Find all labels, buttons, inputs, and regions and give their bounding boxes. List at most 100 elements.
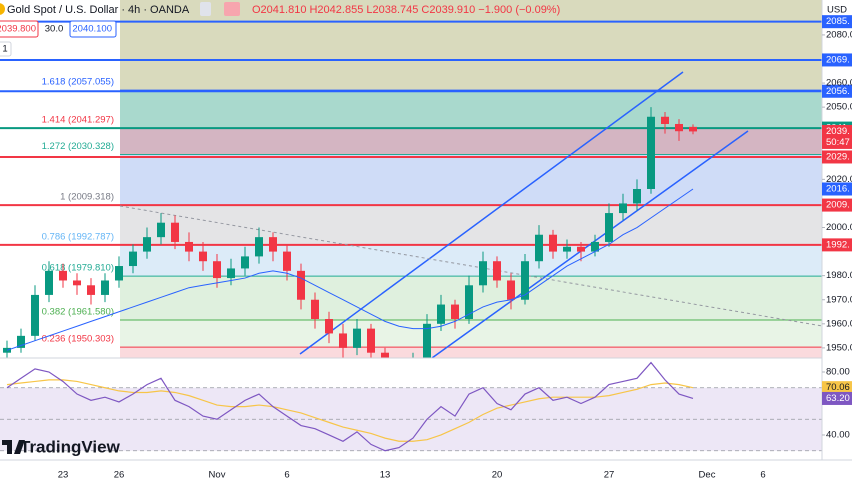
y-tick-label: 2000.0 (826, 222, 852, 233)
watermark: TradingView (2, 437, 121, 456)
rsi-tag (822, 381, 852, 395)
price-tag (822, 53, 852, 67)
price-tag-label: 2029. (826, 151, 850, 162)
rsi-tag (822, 391, 852, 405)
price-tag (822, 198, 852, 212)
candle-body (101, 280, 109, 295)
ma-tag-label: 2016. (826, 184, 850, 195)
candle-body (325, 318, 333, 334)
candle-body (339, 333, 347, 348)
candle-body (213, 261, 221, 279)
price-tag-label: 2069. (826, 54, 850, 65)
candle-body (437, 304, 445, 324)
fib-label: 1.618 (2057.055) (42, 77, 114, 88)
fib-zone (120, 347, 822, 358)
moving-average (6, 188, 694, 351)
channel-lower (431, 130, 749, 358)
candle-body (619, 203, 627, 214)
candle-body (675, 123, 683, 132)
candle-body (185, 241, 193, 252)
candle-body (31, 294, 39, 336)
y-tick-label: 1950.0 (826, 342, 852, 353)
price-tag-label: 2056. (826, 86, 850, 97)
candle-body (115, 266, 123, 281)
fib-zone (120, 320, 822, 348)
candle-body (353, 328, 361, 348)
indicator-toggle[interactable] (0, 41, 12, 57)
price-tag (822, 150, 852, 164)
drawings (119, 71, 822, 358)
candle-body (283, 251, 291, 271)
ask[interactable]: 2040.100 (72, 24, 112, 35)
y-tick-label: 2060.0 (826, 78, 852, 89)
x-tick-label: 6 (760, 470, 765, 481)
candle-body (269, 237, 277, 252)
axes: USD 2085.2069.2056.2041.2029.2009.1992.2… (58, 5, 852, 481)
candle-body (605, 213, 613, 242)
candle-body (535, 234, 543, 262)
last-price-tag (822, 124, 852, 149)
fib-label: 0.382 (1961.580) (42, 307, 114, 318)
channel-upper (299, 71, 684, 355)
ohlc: O2041.810 H2042.855 L2038.745 C2039.910 … (252, 4, 560, 16)
candle-body (647, 116, 655, 189)
candle-body (311, 299, 319, 319)
candle-body (633, 188, 641, 204)
candle-body (451, 304, 459, 319)
candle-body (45, 270, 53, 295)
symbol[interactable]: Gold Spot / U.S. Dollar · 4h · OANDA (7, 4, 190, 16)
candle-body (73, 280, 81, 286)
alert-button[interactable] (224, 2, 240, 16)
candle-body (423, 323, 431, 358)
x-tick-label: 13 (380, 470, 391, 481)
sell-box[interactable] (0, 20, 39, 38)
candle-body (521, 261, 529, 300)
ma-tag (822, 182, 852, 196)
eye-button[interactable] (200, 2, 211, 16)
fib-label: 0.618 (1979.810) (42, 263, 114, 274)
price-tag (822, 238, 852, 252)
price-tag-label: 1992. (826, 239, 850, 250)
fib-zone (120, 154, 822, 206)
buy-box[interactable] (69, 20, 117, 38)
fib-label: 1.272 (2030.328) (42, 141, 114, 152)
x-tick-label: 27 (604, 470, 615, 481)
x-tick-label: Nov (209, 470, 226, 481)
candle-body (157, 222, 165, 238)
rsi-tag-label: 63.20 (826, 393, 850, 404)
watermark-text: TradingView (20, 437, 121, 456)
x-tick-label: 26 (114, 470, 125, 481)
trend-line (119, 205, 822, 327)
price-tag-label: 2009. (826, 200, 850, 211)
fib-label: 0.236 (1950.303) (42, 334, 114, 345)
logo (2, 440, 25, 454)
indicator-count[interactable]: 1 (2, 44, 7, 55)
candle-body (87, 285, 95, 295)
fib-zone (120, 205, 822, 245)
fib-label: 1 (2009.318) (60, 192, 114, 203)
price-background: 1.618 (2057.055) 1.414 (2041.297) 1.272 (2… (0, 0, 822, 358)
price-tag (822, 84, 852, 98)
symbol-icon (0, 3, 5, 15)
last-price-label: 2039. (826, 126, 850, 137)
x-tick-label: 6 (284, 470, 289, 481)
currency: USD (827, 5, 847, 16)
x-tick-label: 20 (492, 470, 503, 481)
candle-body (591, 241, 599, 252)
candle-body (297, 270, 305, 300)
candle-body (255, 237, 263, 257)
bid[interactable]: 2039.800 (0, 24, 36, 35)
candle-body (129, 251, 137, 267)
candle-body (493, 261, 501, 281)
fib-zone (120, 128, 822, 155)
y-tick-label: 40.00 (826, 429, 850, 440)
y-tick-label: 2020.0 (826, 174, 852, 185)
fib-label: 1.414 (2041.297) (42, 115, 114, 126)
rsi-line (6, 379, 694, 442)
y-tick-label: 2080.0 (826, 29, 852, 40)
candle-body (563, 246, 571, 252)
rsi-line (6, 361, 694, 452)
x-tick-label: 23 (58, 470, 69, 481)
spread: 30.0 (45, 24, 64, 35)
